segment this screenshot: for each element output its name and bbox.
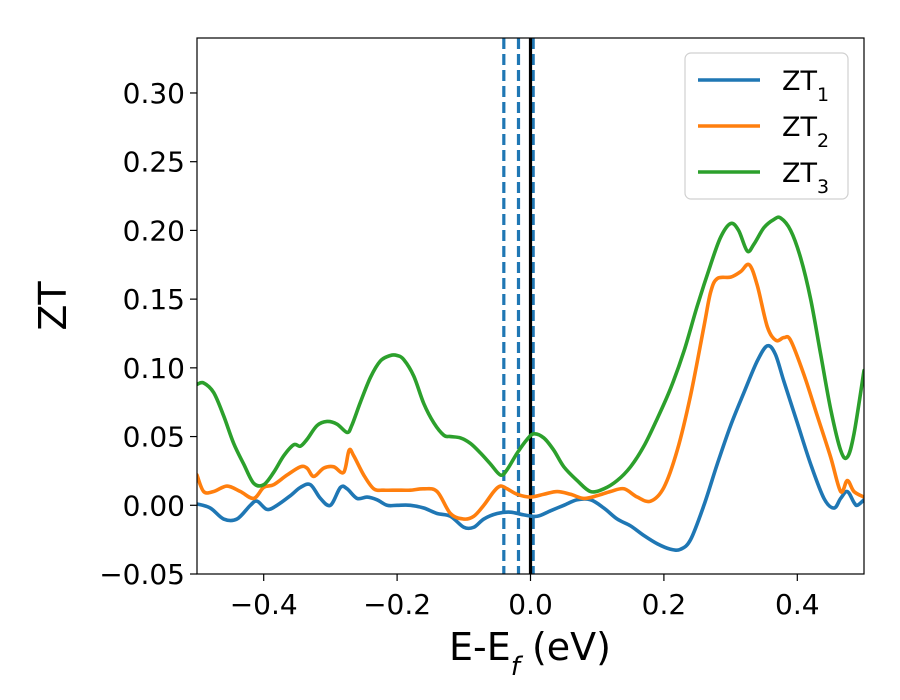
x-axis-title-main: E-E (449, 625, 511, 669)
legend-box (684, 52, 849, 200)
x-tick-label: 0.0 (508, 588, 553, 621)
legend-label-2: ZT2 (782, 112, 829, 152)
y-axis-title: ZT (31, 281, 75, 331)
vertical-reference-lines (502, 38, 535, 574)
legend-label-main: ZT (782, 66, 817, 97)
legend-label-main: ZT (782, 158, 817, 189)
legend-label-subscript: 1 (817, 84, 829, 106)
legend-label-subscript: 3 (817, 176, 829, 198)
series-line-1 (197, 343, 864, 553)
y-tick-label: 0.05 (123, 421, 185, 454)
x-tick-label: −0.2 (363, 588, 431, 621)
y-tick-label: −0.05 (99, 558, 185, 591)
series-line-2 (197, 262, 864, 521)
y-tick-label: 0.10 (123, 352, 185, 385)
y-axis-ticks: −0.05 0.00 0.05 0.10 0.15 0.20 0.25 0.30 (99, 77, 197, 591)
x-axis-ticks: −0.4 −0.2 0.0 0.2 0.4 (230, 574, 820, 621)
x-tick-label: 0.2 (642, 588, 687, 621)
legend-label-main: ZT (782, 112, 817, 143)
y-tick-label: 0.00 (123, 489, 185, 522)
x-axis-title: E-Ef (eV) (449, 625, 611, 682)
y-tick-label: 0.20 (123, 214, 185, 247)
y-tick-label: 0.30 (123, 77, 185, 110)
x-axis-title-unit: (eV) (520, 625, 611, 669)
legend-label-3: ZT3 (782, 158, 829, 198)
series-line-3 (197, 215, 864, 494)
x-tick-label: −0.4 (230, 588, 298, 621)
y-tick-label: 0.15 (123, 283, 185, 316)
y-tick-label: 0.25 (123, 146, 185, 179)
legend-label-subscript: 2 (817, 130, 829, 152)
legend-label-1: ZT1 (782, 66, 829, 106)
series-lines (197, 215, 864, 553)
x-tick-label: 0.4 (775, 588, 820, 621)
